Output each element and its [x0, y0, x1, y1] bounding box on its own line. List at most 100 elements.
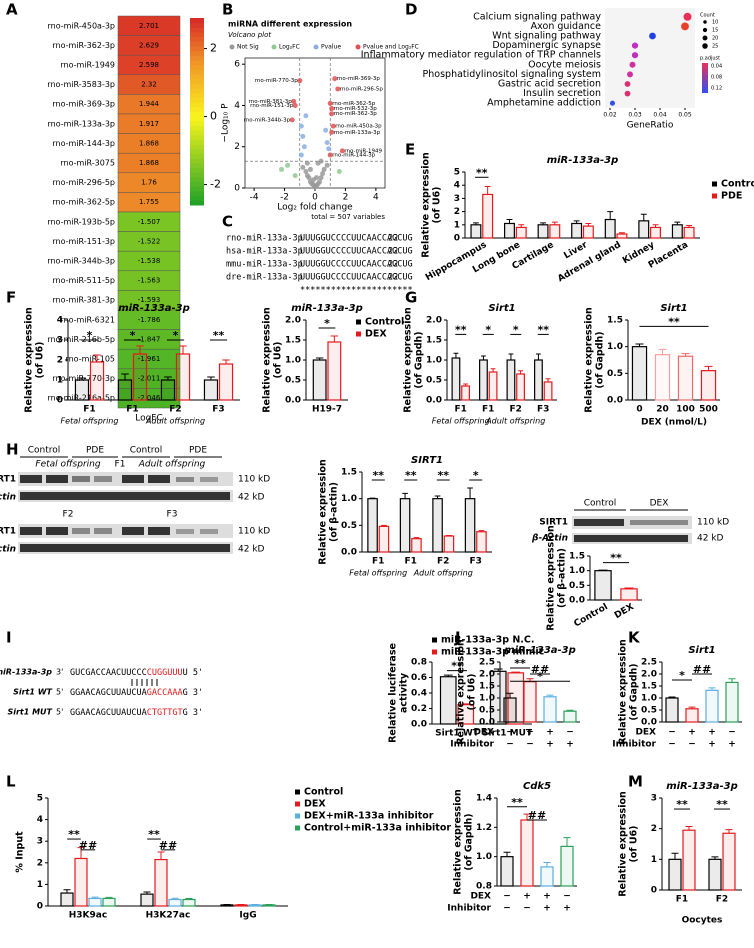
colorbar-strip — [190, 78, 204, 84]
significance: ** — [372, 469, 384, 482]
y-tick-label: 0.8 — [476, 882, 492, 892]
x-tick-label: F1 — [126, 405, 138, 415]
legend-label: Pvalue and Log₂FC — [363, 44, 419, 51]
seq-name: Sirt1 WT — [13, 688, 52, 697]
error-bar — [652, 224, 659, 228]
bar — [102, 897, 116, 907]
legend-title: p.adjust — [700, 56, 720, 62]
significance: * — [130, 329, 136, 342]
point — [327, 100, 333, 106]
y-label: Relative expression — [262, 307, 273, 413]
treatment-mark: − — [506, 728, 514, 738]
point — [300, 133, 306, 139]
error-bar — [453, 352, 459, 358]
y-tick-label: 0.0 — [341, 548, 357, 558]
legend-marker — [356, 319, 361, 325]
alignment-text: UUUGGUCCCCUUCAACCAGCUG — [300, 273, 413, 283]
y-label: (of Gapdh) — [414, 331, 425, 388]
bar — [461, 385, 470, 401]
bar — [248, 904, 262, 907]
group-label: Adult offspring — [413, 569, 473, 578]
cell-label: 1.76 — [141, 179, 157, 187]
bar — [520, 819, 534, 887]
blot-row: β-Actin — [0, 493, 16, 503]
legend-dot — [702, 27, 708, 33]
error-bar — [508, 353, 514, 360]
bar — [549, 224, 561, 239]
point — [327, 152, 333, 158]
y-tick-label: 0.8 — [411, 658, 427, 668]
legend-marker — [271, 44, 277, 50]
row-label: rno-miR-450a-3p — [47, 21, 115, 30]
y-tick-label: 0.5 — [341, 521, 357, 531]
colorbar-strip — [190, 102, 204, 108]
cell-label: -1.961 — [138, 355, 161, 363]
error-bar — [63, 889, 71, 894]
significance: ** — [148, 828, 160, 841]
row-label: rno-miR-511-5p — [52, 276, 115, 285]
y-label: % Input — [15, 831, 26, 873]
dot — [624, 81, 631, 87]
y-tick-label: 0.0 — [479, 718, 495, 728]
treatment-mark: + — [728, 740, 736, 750]
significance: ** — [676, 798, 688, 811]
point — [300, 164, 306, 170]
significance: ** — [716, 798, 728, 811]
legend-marker — [355, 44, 361, 50]
x-tick-label: F1 — [372, 557, 384, 567]
blot-header: PDE — [86, 446, 104, 456]
colorbar-strip — [190, 22, 204, 28]
y-tick-label: 1.0 — [479, 694, 495, 704]
cell-label: 2.32 — [141, 81, 157, 89]
x-tick-label: F3 — [537, 405, 549, 415]
group-label: Adult offspring — [145, 417, 205, 426]
bar — [725, 681, 739, 723]
bar — [74, 857, 88, 907]
colorbar-strip — [190, 195, 204, 201]
y-tick-label: 0.6 — [411, 673, 427, 683]
point — [335, 86, 341, 92]
y-tick-label: 3 — [57, 336, 63, 346]
error-bar — [121, 373, 129, 380]
x-tick-label: Control — [573, 602, 610, 629]
treatment-mark: − — [523, 904, 531, 914]
panel-label: M — [628, 773, 643, 791]
row-label: rno-miR-133a-3p — [47, 119, 115, 128]
bar — [140, 893, 154, 907]
treatment-mark: − — [668, 728, 676, 738]
x-tick-label: H3K9ac — [69, 911, 107, 921]
bar — [543, 696, 557, 723]
bar — [685, 708, 699, 723]
colorbar-strip — [190, 83, 204, 89]
point-label: rno-miR-133a-3p — [334, 130, 381, 136]
legend-marker — [295, 789, 300, 795]
seq: GGAACAGCUUAUCUACTGTTGTG 3' — [70, 708, 203, 718]
blot-size: 42 kD — [697, 534, 724, 544]
row-label: rno-miR-770-3p — [52, 374, 115, 383]
category-label: Amphetamine addiction — [487, 98, 601, 109]
legend-label: DEX — [304, 799, 326, 810]
error-bar — [472, 222, 479, 225]
bar — [560, 845, 574, 887]
chart-title: Sirt1 — [488, 303, 515, 314]
treatment-name: Inhibitor — [612, 740, 656, 750]
panel-label: K — [628, 629, 641, 647]
chart-title: Sirt1 — [688, 645, 715, 656]
x-label: GeneRatio — [627, 121, 674, 131]
point-label: rno-miR-532-3p — [334, 106, 378, 112]
colorbar-strip — [190, 176, 204, 183]
y-label: Relative expression — [618, 639, 629, 745]
colorbar-strip — [190, 130, 204, 136]
legend-marker — [313, 44, 319, 50]
bar — [234, 904, 248, 907]
legend-label: 0.08 — [711, 75, 722, 81]
bar — [563, 710, 577, 723]
x-tick-label: 0.04 — [653, 112, 667, 119]
significance: ** — [213, 329, 225, 342]
y-tick-label: 1.5 — [285, 336, 301, 346]
bar — [439, 676, 457, 725]
treatment-mark: + — [688, 728, 696, 738]
group-label: Fetal offspring — [349, 569, 407, 578]
seq-part: U — [183, 668, 188, 678]
